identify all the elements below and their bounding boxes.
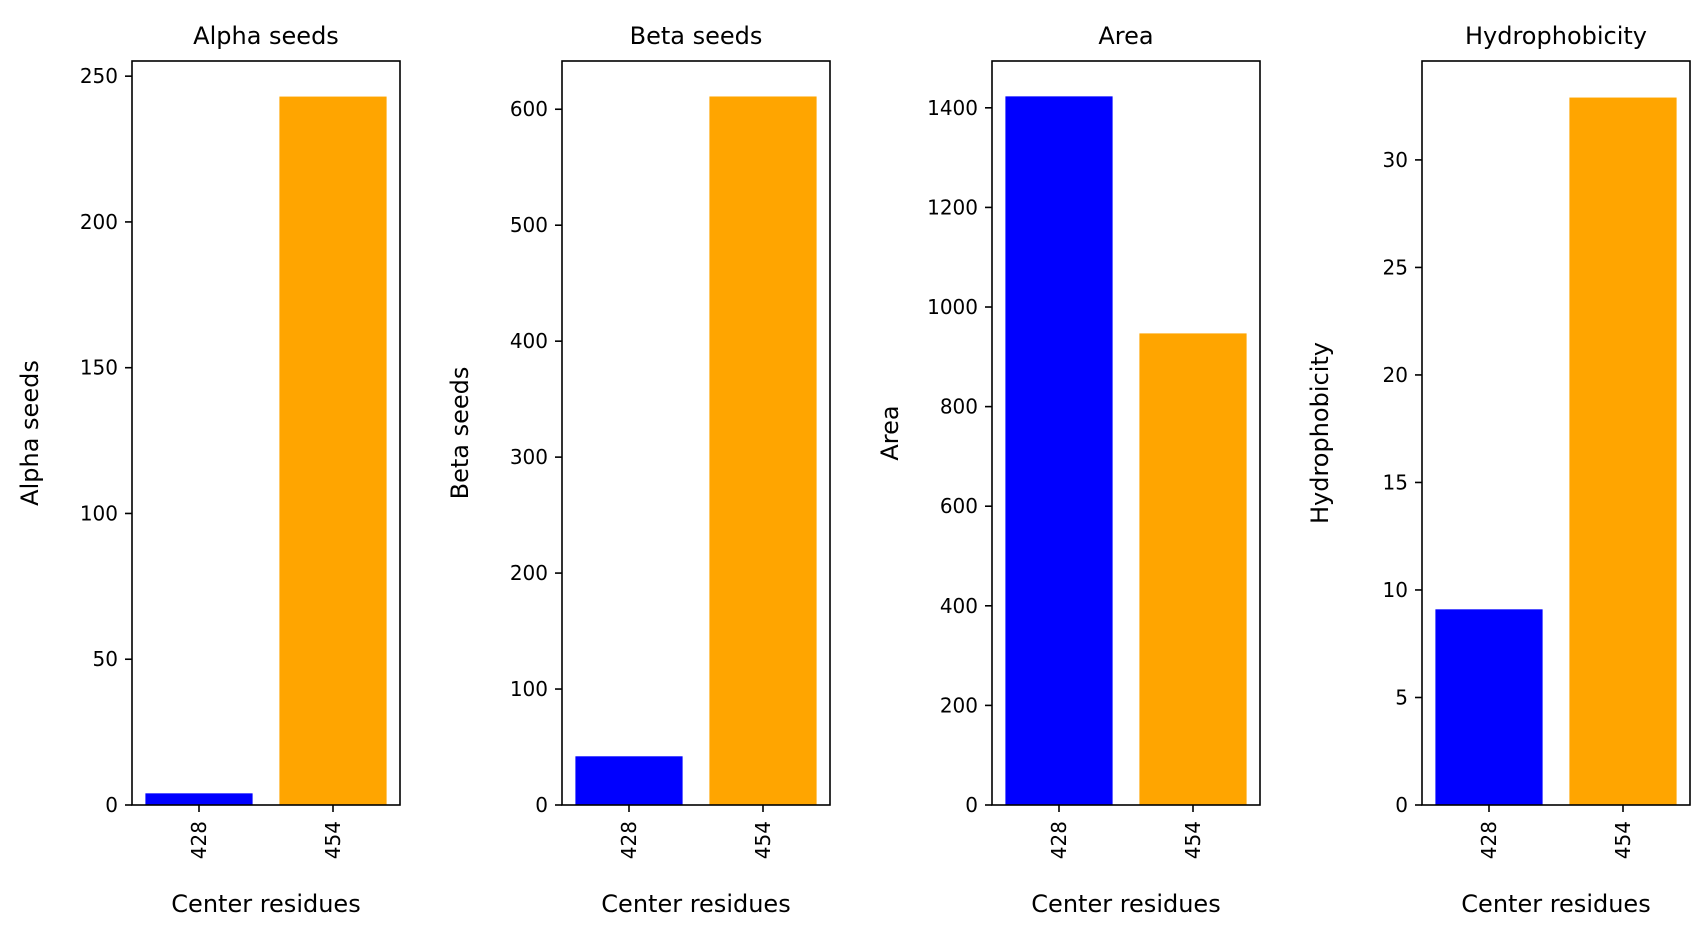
- ytick-label-hydrophobicity-15: 15: [1383, 470, 1408, 494]
- x-axis-label-area: Center residues: [1031, 890, 1220, 918]
- plot-frame-alpha-seeds: [131, 60, 401, 806]
- y-axis-label-area: Area: [876, 405, 904, 460]
- bar-alpha-seeds-454: [279, 96, 387, 805]
- y-axis-label-alpha-seeds: Alpha seeds: [16, 360, 44, 506]
- x-axis-label-alpha-seeds: Center residues: [171, 890, 360, 918]
- ytick-label-hydrophobicity-5: 5: [1395, 685, 1408, 709]
- ytick-label-beta-seeds-0: 0: [535, 793, 548, 817]
- xtick-label-beta-seeds-428: 428: [617, 821, 641, 859]
- chart-title-area: Area: [1098, 22, 1153, 50]
- chart-title-hydrophobicity: Hydrophobicity: [1465, 22, 1647, 50]
- ytick-label-area-600: 600: [940, 494, 978, 518]
- ytick-label-area-400: 400: [940, 594, 978, 618]
- xtick-label-area-428: 428: [1047, 821, 1071, 859]
- chart-panel-area: 0 200 400 600 800 1000 1200 1400 428 454 Area Cente…: [876, 22, 1261, 918]
- xtick-label-alpha-seeds-428: 428: [187, 821, 211, 859]
- chart-panel-beta-seeds: 0 100 200 300 400 500 600 428 454 Beta seeds Cente…: [446, 22, 831, 918]
- y-axis-label-beta-seeds: Beta seeds: [446, 367, 474, 500]
- chart-panel-alpha-seeds: 0 50 100 150 200 250 428 454 Alpha seeds Center r…: [16, 22, 401, 918]
- y-axis-label-hydrophobicity: Hydrophobicity: [1306, 342, 1334, 524]
- plot-frame-hydrophobicity: [1421, 60, 1691, 806]
- xtick-label-hydrophobicity-428: 428: [1477, 821, 1501, 859]
- x-axis-label-beta-seeds: Center residues: [601, 890, 790, 918]
- xtick-label-alpha-seeds-454: 454: [321, 821, 345, 859]
- ytick-label-area-800: 800: [940, 395, 978, 419]
- ytick-label-hydrophobicity-30: 30: [1383, 148, 1408, 172]
- bar-area-428: [1005, 96, 1113, 806]
- ytick-label-beta-seeds-600: 600: [510, 97, 548, 121]
- ytick-label-beta-seeds-300: 300: [510, 445, 548, 469]
- plot-frame-beta-seeds: [561, 60, 831, 806]
- ytick-label-alpha-seeds-150: 150: [80, 356, 118, 380]
- bar-area-454: [1139, 333, 1247, 805]
- xtick-label-area-454: 454: [1181, 821, 1205, 859]
- ytick-label-alpha-seeds-250: 250: [80, 64, 118, 88]
- chart-title-alpha-seeds: Alpha seeds: [193, 22, 339, 50]
- xtick-label-beta-seeds-454: 454: [751, 821, 775, 859]
- x-axis-label-hydrophobicity: Center residues: [1461, 890, 1650, 918]
- ytick-label-alpha-seeds-200: 200: [80, 210, 118, 234]
- ytick-label-area-1000: 1000: [927, 295, 978, 319]
- bar-beta-seeds-428: [575, 756, 683, 805]
- ytick-label-area-0: 0: [965, 793, 978, 817]
- bar-hydrophobicity-454: [1569, 97, 1677, 806]
- bar-alpha-seeds-428: [145, 793, 253, 805]
- ytick-label-hydrophobicity-0: 0: [1395, 793, 1408, 817]
- ytick-label-hydrophobicity-10: 10: [1383, 578, 1408, 602]
- ytick-label-beta-seeds-400: 400: [510, 329, 548, 353]
- chart-title-beta-seeds: Beta seeds: [630, 22, 763, 50]
- ytick-label-hydrophobicity-20: 20: [1383, 363, 1408, 387]
- plot-frame-area: [991, 60, 1261, 806]
- ytick-label-area-1200: 1200: [927, 195, 978, 219]
- ytick-label-area-1400: 1400: [927, 96, 978, 120]
- bar-beta-seeds-454: [709, 96, 817, 806]
- ytick-label-area-200: 200: [940, 693, 978, 717]
- ytick-label-beta-seeds-200: 200: [510, 561, 548, 585]
- ytick-label-alpha-seeds-50: 50: [93, 647, 118, 671]
- xtick-label-hydrophobicity-454: 454: [1611, 821, 1635, 859]
- ytick-label-alpha-seeds-100: 100: [80, 501, 118, 525]
- ytick-label-hydrophobicity-25: 25: [1383, 255, 1408, 279]
- chart-panel-hydrophobicity: 0 5 10 15 20 25 30 428 454 Hydrophobicity Center r…: [1306, 22, 1691, 918]
- ytick-label-beta-seeds-100: 100: [510, 677, 548, 701]
- ytick-label-alpha-seeds-0: 0: [105, 793, 118, 817]
- bar-hydrophobicity-428: [1435, 609, 1543, 805]
- ytick-label-beta-seeds-500: 500: [510, 213, 548, 237]
